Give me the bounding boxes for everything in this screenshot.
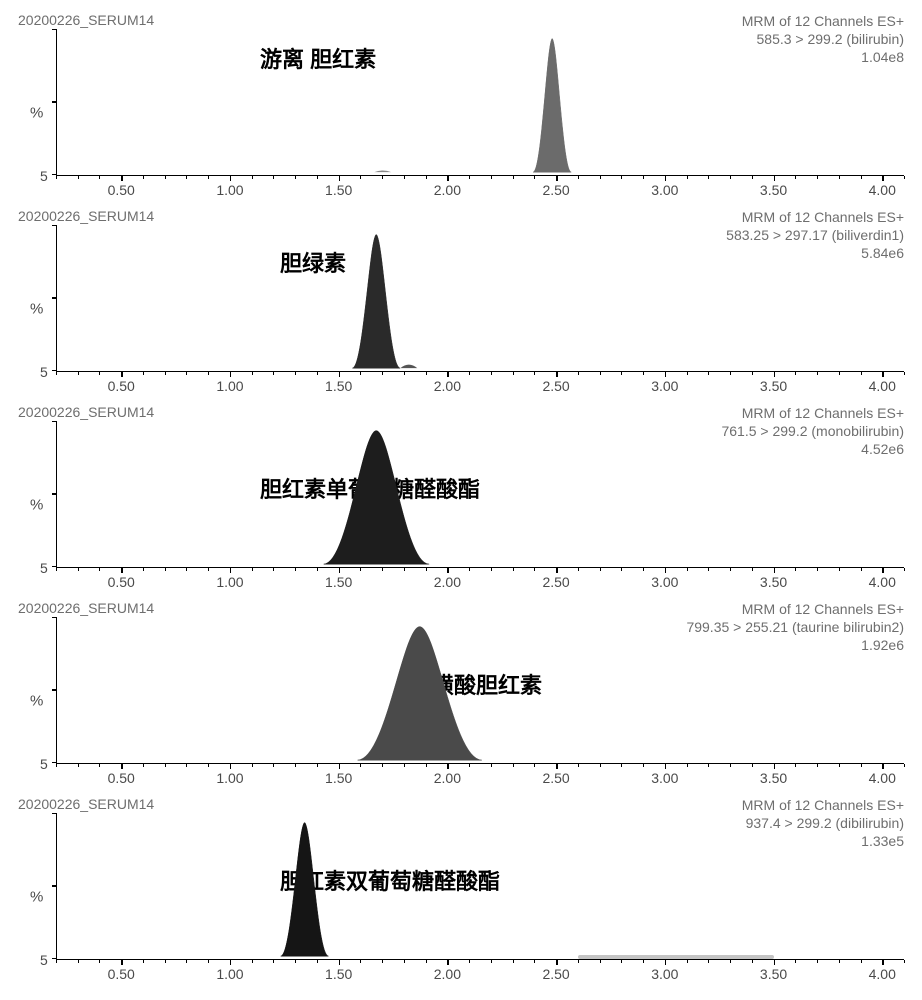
- x-tick-label: 3.50: [760, 378, 787, 394]
- x-tick-label: 2.50: [542, 770, 569, 786]
- x-tick-label: 0.50: [108, 182, 135, 198]
- x-tick-label: 2.50: [542, 182, 569, 198]
- x-tick-label: 4.00: [869, 182, 896, 198]
- sample-id: 20200226_SERUM14: [18, 600, 154, 616]
- y-tick-label: 5: [40, 756, 48, 772]
- x-axis: 0.50 1.00 1.50 2.00 2.50 3.00 3.50 4.00: [56, 764, 904, 786]
- x-tick-label: 2.00: [434, 378, 461, 394]
- baseline-noise: [578, 955, 773, 959]
- x-axis: 0.50 1.00 1.50 2.00 2.50 3.00 3.50 4.00: [56, 960, 904, 982]
- x-tick-label: 2.50: [542, 966, 569, 982]
- x-tick-label: 1.50: [325, 182, 352, 198]
- chart-area: [56, 814, 904, 960]
- x-tick-label: 2.50: [542, 378, 569, 394]
- x-tick-label: 3.00: [651, 770, 678, 786]
- x-tick-label: 4.00: [869, 966, 896, 982]
- peak-trace: [57, 226, 904, 371]
- x-tick-label: 2.00: [434, 966, 461, 982]
- y-axis-label: %: [30, 693, 43, 710]
- x-tick-label: 1.50: [325, 770, 352, 786]
- chromatogram-panel: 20200226_SERUM14MRM of 12 Channels ES+58…: [10, 10, 912, 198]
- x-tick-label: 1.00: [216, 966, 243, 982]
- x-tick-label: 1.50: [325, 378, 352, 394]
- x-tick-label: 3.00: [651, 378, 678, 394]
- x-tick-label: 1.00: [216, 770, 243, 786]
- mrm-channel-line: MRM of 12 Channels ES+: [742, 12, 904, 30]
- peak-trace: [57, 422, 904, 567]
- x-tick-label: 2.00: [434, 574, 461, 590]
- x-tick-label: 1.00: [216, 378, 243, 394]
- x-tick-label: 3.50: [760, 966, 787, 982]
- chromatogram-panel: 20200226_SERUM14MRM of 12 Channels ES+58…: [10, 206, 912, 394]
- chromatogram-panel: 20200226_SERUM14MRM of 12 Channels ES+76…: [10, 402, 912, 590]
- peak-trace: [57, 30, 904, 175]
- mrm-channel-line: MRM of 12 Channels ES+: [721, 404, 904, 422]
- chromatogram-panel: 20200226_SERUM14MRM of 12 Channels ES+79…: [10, 598, 912, 786]
- sample-id: 20200226_SERUM14: [18, 796, 154, 812]
- y-tick-label: 5: [40, 364, 48, 380]
- x-tick-label: 1.00: [216, 574, 243, 590]
- x-tick-label: 1.50: [325, 966, 352, 982]
- chart-area: [56, 422, 904, 568]
- sample-id: 20200226_SERUM14: [18, 12, 154, 28]
- x-tick-label: 0.50: [108, 966, 135, 982]
- x-tick-label: 2.00: [434, 770, 461, 786]
- x-tick-label: 0.50: [108, 378, 135, 394]
- chart-area: [56, 618, 904, 764]
- x-tick-label: 3.00: [651, 966, 678, 982]
- y-axis-label: %: [30, 889, 43, 906]
- x-tick-label: 3.50: [760, 770, 787, 786]
- mrm-channel-line: MRM of 12 Channels ES+: [686, 600, 904, 618]
- x-tick-label: 3.50: [760, 574, 787, 590]
- y-axis-label: %: [30, 301, 43, 318]
- x-tick-label: 3.50: [760, 182, 787, 198]
- peak-trace: [57, 814, 904, 959]
- x-axis: 0.50 1.00 1.50 2.00 2.50 3.00 3.50 4.00: [56, 372, 904, 394]
- sample-id: 20200226_SERUM14: [18, 208, 154, 224]
- x-tick-label: 4.00: [869, 378, 896, 394]
- y-axis-label: %: [30, 497, 43, 514]
- x-tick-label: 4.00: [869, 574, 896, 590]
- x-tick-label: 1.00: [216, 182, 243, 198]
- mrm-channel-line: MRM of 12 Channels ES+: [726, 208, 904, 226]
- x-axis: 0.50 1.00 1.50 2.00 2.50 3.00 3.50 4.00: [56, 568, 904, 590]
- chart-area: [56, 30, 904, 176]
- chromatogram-panel: 20200226_SERUM14MRM of 12 Channels ES+93…: [10, 794, 912, 982]
- x-tick-label: 1.50: [325, 574, 352, 590]
- x-tick-label: 3.00: [651, 182, 678, 198]
- x-tick-label: 4.00: [869, 770, 896, 786]
- x-tick-label: 0.50: [108, 770, 135, 786]
- mrm-channel-line: MRM of 12 Channels ES+: [742, 796, 904, 814]
- y-tick-label: 5: [40, 560, 48, 576]
- x-tick-label: 3.00: [651, 574, 678, 590]
- y-axis-label: %: [30, 105, 43, 122]
- peak-trace: [57, 618, 904, 763]
- x-tick-label: 2.00: [434, 182, 461, 198]
- chart-area: [56, 226, 904, 372]
- sample-id: 20200226_SERUM14: [18, 404, 154, 420]
- x-axis: 0.50 1.00 1.50 2.00 2.50 3.00 3.50 4.00: [56, 176, 904, 198]
- y-tick-label: 5: [40, 168, 48, 184]
- x-tick-label: 0.50: [108, 574, 135, 590]
- y-tick-label: 5: [40, 952, 48, 968]
- x-tick-label: 2.50: [542, 574, 569, 590]
- chromatogram-stack: 20200226_SERUM14MRM of 12 Channels ES+58…: [10, 10, 912, 982]
